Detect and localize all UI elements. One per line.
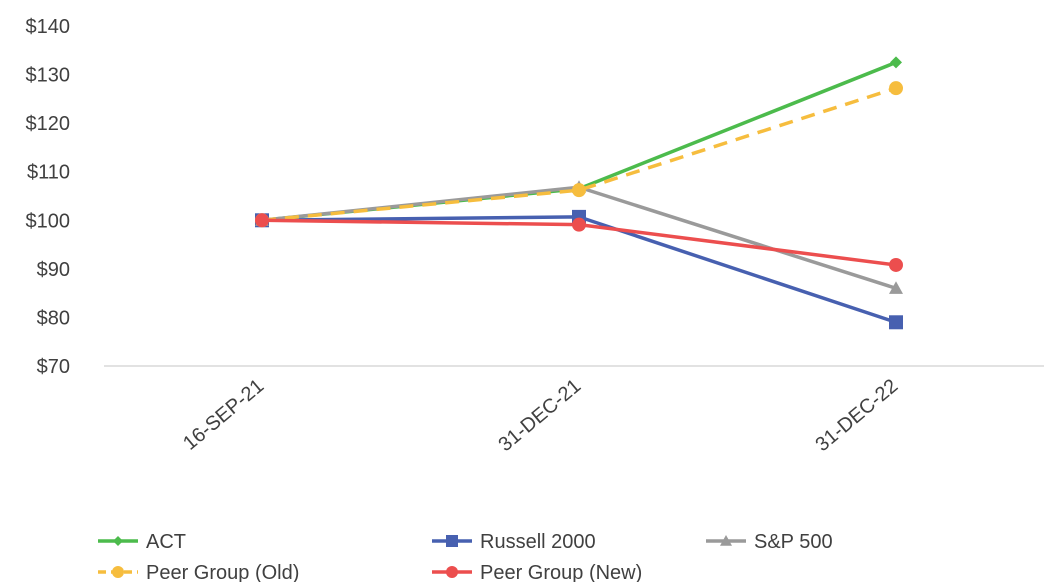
series-group: [255, 213, 903, 272]
series-line: [261, 86, 897, 223]
legend-item: Peer Group (Old): [98, 562, 299, 582]
series-line: [261, 215, 897, 324]
circle-marker: [572, 183, 586, 198]
legend-label: S&P 500: [754, 531, 833, 553]
y-tick-label: $130: [26, 65, 71, 87]
x-axis-ticks: 16-SEP-21 31-DEC-21 31-DEC-22: [179, 375, 902, 456]
circle-marker: [446, 566, 458, 578]
series-group: [256, 56, 902, 227]
y-tick-label: $70: [37, 356, 70, 378]
diamond-marker: [113, 536, 123, 546]
x-tick-label: 16-SEP-21: [179, 375, 268, 455]
y-tick-label: $80: [37, 307, 70, 329]
y-tick-label: $140: [26, 16, 71, 38]
x-tick-label: 31-DEC-21: [494, 375, 585, 456]
circle-marker: [255, 213, 269, 228]
circle-marker: [889, 81, 903, 96]
series-layer: [255, 56, 903, 330]
y-tick-label: $100: [26, 210, 71, 232]
legend-label: Peer Group (Old): [146, 562, 299, 582]
circle-marker: [112, 566, 124, 578]
y-axis-ticks: $70 $80 $90 $100 $110 $120 $130 $140: [26, 16, 71, 378]
diamond-marker: [890, 56, 902, 69]
series-group: [255, 81, 903, 228]
legend-label: Peer Group (New): [480, 562, 642, 582]
circle-marker: [572, 217, 586, 232]
square-marker: [889, 315, 903, 330]
legend-label: ACT: [146, 531, 186, 553]
triangle-marker: [889, 281, 903, 294]
legend-item: Russell 2000: [432, 531, 596, 553]
legend-label: Russell 2000: [480, 531, 596, 553]
y-tick-label: $90: [37, 259, 70, 281]
series-group: [255, 180, 903, 294]
legend-item: Peer Group (New): [432, 562, 642, 582]
x-tick-label: 31-DEC-22: [811, 375, 902, 456]
y-tick-label: $120: [26, 113, 71, 135]
circle-marker: [889, 257, 903, 272]
legend-item: S&P 500: [706, 531, 833, 553]
legend: ACT Russell 2000 S&P 500 Peer Group (Old) Pe…: [98, 531, 833, 582]
square-marker: [446, 535, 458, 547]
legend-item: ACT: [98, 531, 186, 553]
triangle-marker: [720, 535, 732, 546]
y-tick-label: $110: [27, 162, 70, 184]
series-line: [261, 185, 897, 290]
